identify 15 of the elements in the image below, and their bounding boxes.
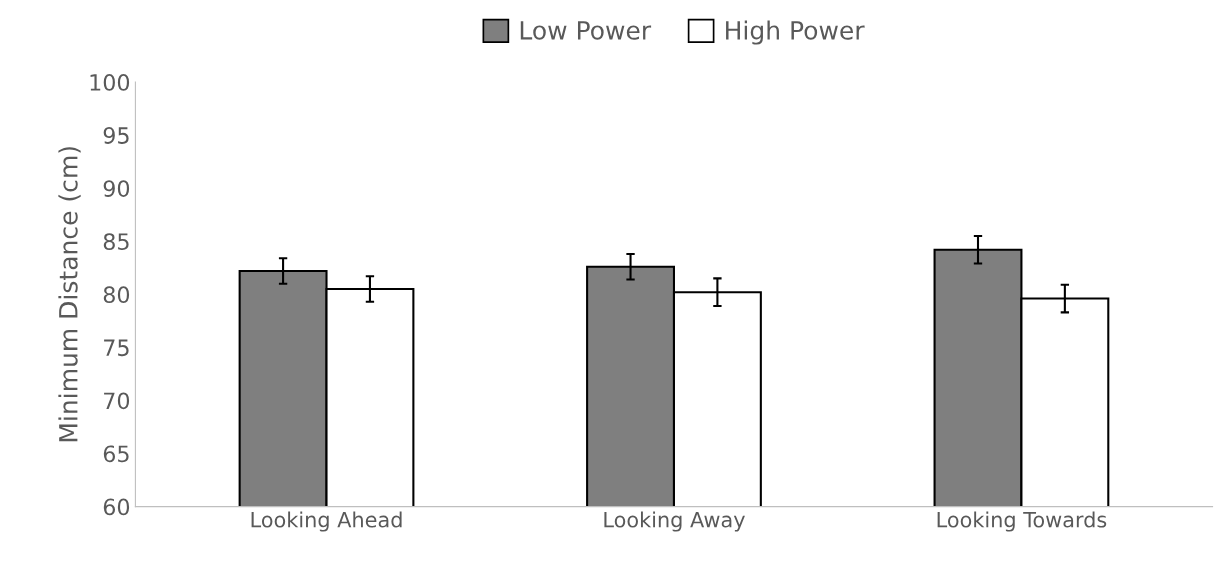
x-tick-label: Looking Towards: [937, 511, 1107, 532]
y-tick-label: 80: [103, 286, 130, 304]
y-tick-label: 90: [103, 180, 130, 197]
y-tick-label: 70: [104, 392, 130, 410]
x-tick-label: Looking Away: [604, 511, 745, 532]
y-axis-title: Minimum Distance (cm): [58, 147, 81, 442]
legend-label: Low Power: [520, 21, 652, 40]
y-tick-label: 100: [90, 74, 130, 91]
y-tick-label: 60: [103, 498, 130, 516]
legend-label: High Power: [726, 20, 865, 45]
y-tick-label: 95: [103, 127, 129, 144]
x-tick-label: Looking Ahead: [251, 511, 402, 532]
y-tick-label: 85: [103, 233, 129, 251]
y-tick-label: 65: [103, 445, 129, 463]
y-tick-label: 75: [104, 339, 129, 357]
